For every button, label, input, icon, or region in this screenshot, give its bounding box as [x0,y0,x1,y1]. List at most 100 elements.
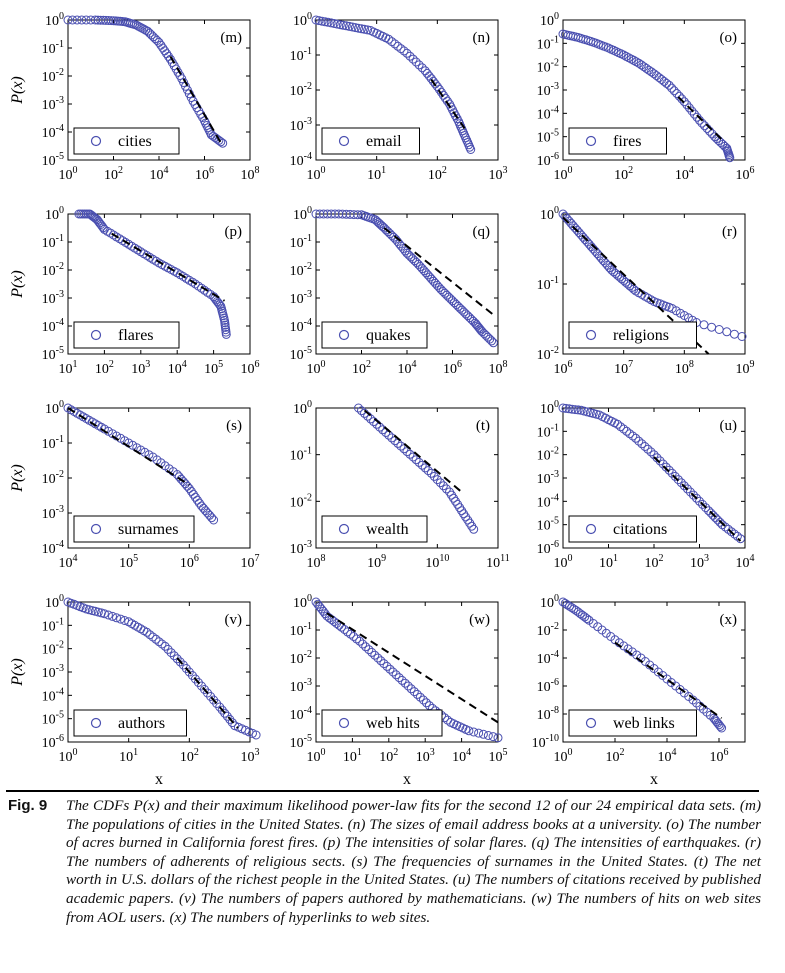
data-point [631,433,641,443]
data-point [68,15,77,25]
x-tick-label: 104 [150,165,169,183]
data-point [193,281,203,291]
data-point [438,481,448,491]
data-point [488,732,498,742]
x-tick-label: 106 [710,747,729,765]
data-point [474,728,484,738]
panel-label: (n) [473,30,491,46]
x-tick-label: 1010 [425,553,449,571]
y-tick-label: 10-2 [42,640,64,658]
data-point [145,630,155,640]
power-law-fit-line [383,227,495,316]
data-point [394,673,404,683]
x-tick-label: 101 [59,359,78,377]
data-point [429,471,439,481]
data-point [412,689,422,699]
data-point [417,460,427,470]
data-point [172,654,182,664]
x-tick-label: 104 [658,747,677,765]
legend-marker [90,329,102,341]
data-point [662,78,672,88]
data-point [676,478,686,488]
x-tick-label: 101 [599,553,618,571]
y-tick-label: 10-3 [42,289,64,307]
y-tick-label: 10-2 [537,58,559,76]
data-point [360,24,369,34]
y-tick-label: 100 [293,399,312,417]
data-point [441,484,451,494]
legend-label: religions [613,327,669,344]
y-tick-label: 10-1 [42,39,64,57]
data-point [160,641,170,651]
legend-label: citations [613,521,667,538]
data-point [225,714,235,724]
legend-marker [585,717,597,729]
data-point [708,510,718,520]
y-tick-label: 10-1 [290,446,312,464]
data-point [340,625,349,634]
x-tick-label: 100 [307,747,326,765]
x-tick-label: 105 [489,747,508,765]
data-point [354,23,363,33]
data-point [364,645,374,655]
y-tick-label: 10-3 [537,469,559,487]
legend-label: authors [118,715,165,732]
data-point [421,698,431,708]
data-point [396,441,406,451]
panel-label: (t) [476,418,490,434]
data-point [403,681,413,691]
data-point [661,462,671,472]
y-axis-label: P(x) [9,76,26,105]
data-point [717,723,727,733]
x-tick-label: 106 [195,165,214,183]
data-point [379,659,389,669]
data-point [320,17,330,27]
data-point [714,325,724,334]
data-point [367,647,377,657]
data-point [702,707,712,717]
y-tick-label: 10-6 [537,151,559,169]
legend-box [321,709,443,737]
data-point [408,452,418,462]
data-point [723,524,733,534]
plot-frame [67,213,251,355]
data-point [695,496,704,506]
power-law-fit-line [614,641,723,720]
chart-panel-authors: 100 101 102 103 10-6 10-5 10-4 10-3 10-2 10-1 100 (… [42,593,261,765]
data-point [699,320,709,330]
data-point [710,513,720,523]
data-point [338,20,348,30]
data-point [326,18,336,28]
data-point [631,57,641,67]
legend-marker [90,135,102,147]
data-point [729,329,739,339]
y-tick-label: 10-4 [537,649,559,667]
data-point [707,322,717,332]
y-tick-label: 10-2 [537,446,559,464]
legend-label: email [366,133,402,150]
data-point [629,55,639,65]
data-point [582,614,592,624]
data-point [227,718,237,728]
y-tick-label: 10-6 [537,677,559,695]
data-point [564,404,574,414]
x-tick-label: 102 [428,165,447,183]
data-point [643,444,653,454]
data-point [136,624,146,634]
data-point [157,639,167,649]
data-point [569,604,579,614]
x-tick-label: 102 [180,747,199,765]
data-point [393,41,403,51]
y-tick-label: 100 [540,205,559,223]
data-point [488,338,498,348]
data-point [736,534,745,544]
data-point [451,496,460,506]
data-point [679,481,689,491]
panel-label: (v) [225,612,243,628]
legend-box [568,127,667,155]
x-tick-label: 104 [59,553,78,571]
y-tick-label: 10-2 [42,67,64,85]
y-tick-label: 10-5 [42,151,64,169]
legend-box [568,321,697,349]
data-point [634,436,644,446]
